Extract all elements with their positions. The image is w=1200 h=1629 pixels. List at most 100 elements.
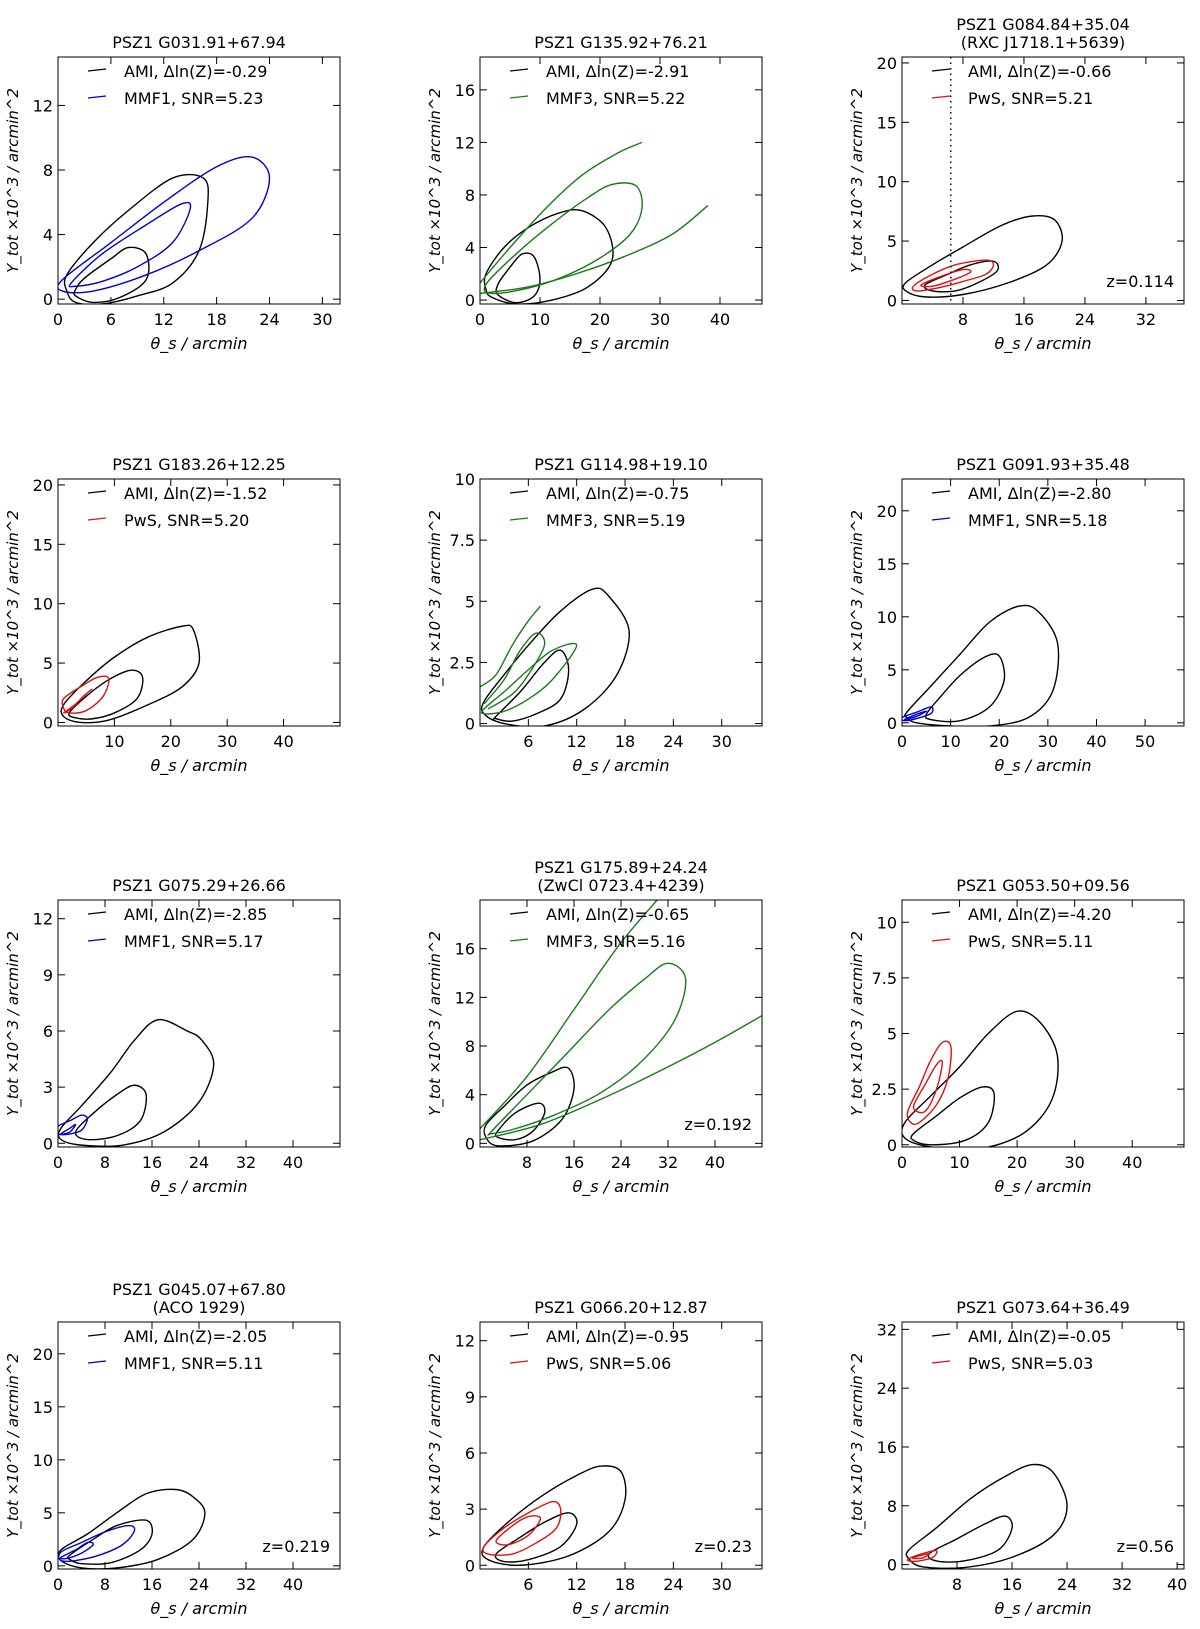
legend-entry: MMF1, SNR=5.17 bbox=[124, 932, 263, 951]
y-tick-label: 0 bbox=[43, 1557, 53, 1576]
legend-swatch bbox=[931, 911, 951, 915]
subplot-subtitle: (ACO 1929) bbox=[153, 1298, 246, 1317]
x-tick-label: 24 bbox=[663, 1575, 683, 1594]
y-axis-label: Y_tot ×10^3 / arcmin^2 bbox=[848, 88, 867, 273]
y-tick-label: 16 bbox=[455, 940, 475, 959]
x-tick-label: 24 bbox=[189, 1153, 209, 1172]
x-tick-label: 16 bbox=[1002, 1575, 1022, 1594]
contour-layer bbox=[905, 1463, 1068, 1569]
x-tick-label: 6 bbox=[523, 732, 533, 751]
x-tick-label: 12 bbox=[154, 310, 174, 329]
legend-swatch bbox=[509, 1333, 529, 1337]
contour-pws-1 bbox=[906, 1549, 938, 1562]
x-axis-label: θ_s / arcmin bbox=[572, 756, 669, 776]
y-tick-label: 5 bbox=[887, 232, 897, 251]
y-tick-label: 20 bbox=[33, 476, 53, 495]
x-tick-label: 8 bbox=[952, 1575, 962, 1594]
contour-mmf3-1 bbox=[487, 962, 687, 1136]
plot-frame bbox=[901, 56, 1185, 305]
contour-ami-1 bbox=[66, 1519, 154, 1565]
y-tick-label: 10 bbox=[877, 913, 897, 932]
contour-pws-2 bbox=[912, 1059, 943, 1114]
contour-mmf3-2 bbox=[480, 900, 659, 1130]
legend-entry: PwS, SNR=5.21 bbox=[968, 89, 1093, 108]
y-tick-label: 10 bbox=[455, 470, 475, 489]
y-tick-label: 15 bbox=[33, 535, 53, 554]
subplot-11: PSZ1 G066.20+12.87 6 12 18 24 30 0 3 6 9 12 θ_s / a… bbox=[426, 1298, 763, 1619]
legend-entry: MMF1, SNR=5.23 bbox=[124, 89, 263, 108]
x-tick-label: 16 bbox=[1014, 310, 1034, 329]
contour-ami-1 bbox=[68, 669, 144, 720]
y-tick-label: 16 bbox=[455, 81, 475, 100]
legend-entry: AMI, Δln(Z)=-4.20 bbox=[968, 905, 1111, 924]
x-tick-label: 0 bbox=[53, 1575, 63, 1594]
redshift-annotation: z=0.192 bbox=[684, 1115, 752, 1134]
x-tick-label: 16 bbox=[564, 1153, 584, 1172]
subplot-7: PSZ1 G075.29+26.66 0 8 16 24 32 40 0 3 6 9 12 θ_s / … bbox=[4, 876, 341, 1197]
y-tick-label: 4 bbox=[465, 239, 475, 258]
subplot-12: PSZ1 G073.64+36.49 8 16 24 32 40 0 8 16 24 32 θ_s /… bbox=[848, 1298, 1187, 1619]
y-tick-label: 3 bbox=[43, 1078, 53, 1097]
contour-pws-2 bbox=[920, 268, 972, 288]
legend-entry: PwS, SNR=5.06 bbox=[546, 1354, 671, 1373]
contour-layer bbox=[480, 900, 762, 1147]
contour-ami-2 bbox=[903, 604, 1060, 726]
x-axis-label: θ_s / arcmin bbox=[572, 1177, 669, 1197]
y-tick-label: 0 bbox=[887, 1136, 897, 1155]
y-tick-label: 20 bbox=[877, 54, 897, 73]
legend-entry: AMI, Δln(Z)=-0.05 bbox=[968, 1327, 1111, 1346]
redshift-annotation: z=0.23 bbox=[695, 1537, 752, 1556]
contour-mmf1-2 bbox=[59, 1541, 95, 1560]
legend-swatch bbox=[87, 1333, 107, 1337]
contour-ami-2 bbox=[60, 624, 201, 724]
subplot-2: PSZ1 G135.92+76.21 0 10 20 30 40 0 4 8 12 16 θ_s / … bbox=[426, 33, 763, 354]
y-tick-label: 3 bbox=[465, 1500, 475, 1519]
y-tick-label: 7.5 bbox=[872, 969, 897, 988]
x-axis-label: θ_s / arcmin bbox=[150, 1599, 247, 1619]
y-tick-label: 0 bbox=[887, 714, 897, 733]
y-tick-label: 0 bbox=[465, 715, 475, 734]
x-axis-label: θ_s / arcmin bbox=[150, 1177, 247, 1197]
contour-ami-2 bbox=[902, 1010, 1059, 1147]
x-tick-label: 6 bbox=[106, 310, 116, 329]
x-tick-label: 16 bbox=[142, 1575, 162, 1594]
subplot-title: PSZ1 G135.92+76.21 bbox=[534, 33, 708, 52]
contour-ami-2 bbox=[483, 209, 614, 304]
y-tick-label: 0 bbox=[465, 1134, 475, 1153]
y-tick-label: 5 bbox=[43, 1504, 53, 1523]
legend-swatch bbox=[87, 68, 107, 72]
y-tick-label: 8 bbox=[43, 161, 53, 180]
legend-swatch bbox=[931, 938, 951, 942]
subplot-title: PSZ1 G031.91+67.94 bbox=[112, 33, 286, 52]
contour-pws-2 bbox=[911, 1552, 931, 1560]
y-tick-label: 7.5 bbox=[450, 531, 475, 550]
subplot-3: PSZ1 G084.84+35.04(RXC J1718.1+5639) 8 16 2… bbox=[848, 15, 1185, 354]
contour-ami-1 bbox=[495, 252, 541, 304]
y-tick-label: 16 bbox=[877, 1438, 897, 1457]
contour-ami-1 bbox=[910, 1086, 996, 1146]
y-axis-label: Y_tot ×10^3 / arcmin^2 bbox=[4, 510, 23, 695]
x-axis-label: θ_s / arcmin bbox=[994, 334, 1091, 354]
subplot-title: PSZ1 G114.98+19.10 bbox=[534, 455, 708, 474]
x-tick-label: 8 bbox=[522, 1153, 532, 1172]
plot-frame bbox=[57, 478, 341, 727]
x-tick-label: 40 bbox=[283, 1575, 303, 1594]
y-tick-label: 9 bbox=[465, 1388, 475, 1407]
plot-frame bbox=[57, 56, 341, 305]
y-tick-label: 12 bbox=[33, 910, 53, 929]
y-tick-label: 8 bbox=[465, 186, 475, 205]
x-tick-label: 30 bbox=[1038, 732, 1058, 751]
contour-layer bbox=[60, 624, 201, 724]
contour-layer bbox=[902, 604, 1060, 726]
subplot-title: PSZ1 G091.93+35.48 bbox=[956, 455, 1130, 474]
legend-entry: AMI, Δln(Z)=-2.85 bbox=[124, 905, 267, 924]
legend-entry: AMI, Δln(Z)=-0.66 bbox=[968, 62, 1111, 81]
legend-entry: MMF1, SNR=5.11 bbox=[124, 1354, 263, 1373]
contour-mmf3-2 bbox=[480, 141, 643, 284]
legend-swatch bbox=[931, 517, 951, 521]
contour-mmf3-1 bbox=[480, 642, 578, 715]
x-tick-label: 8 bbox=[100, 1153, 110, 1172]
legend-entry: AMI, Δln(Z)=-0.65 bbox=[546, 905, 689, 924]
y-tick-label: 10 bbox=[877, 608, 897, 627]
